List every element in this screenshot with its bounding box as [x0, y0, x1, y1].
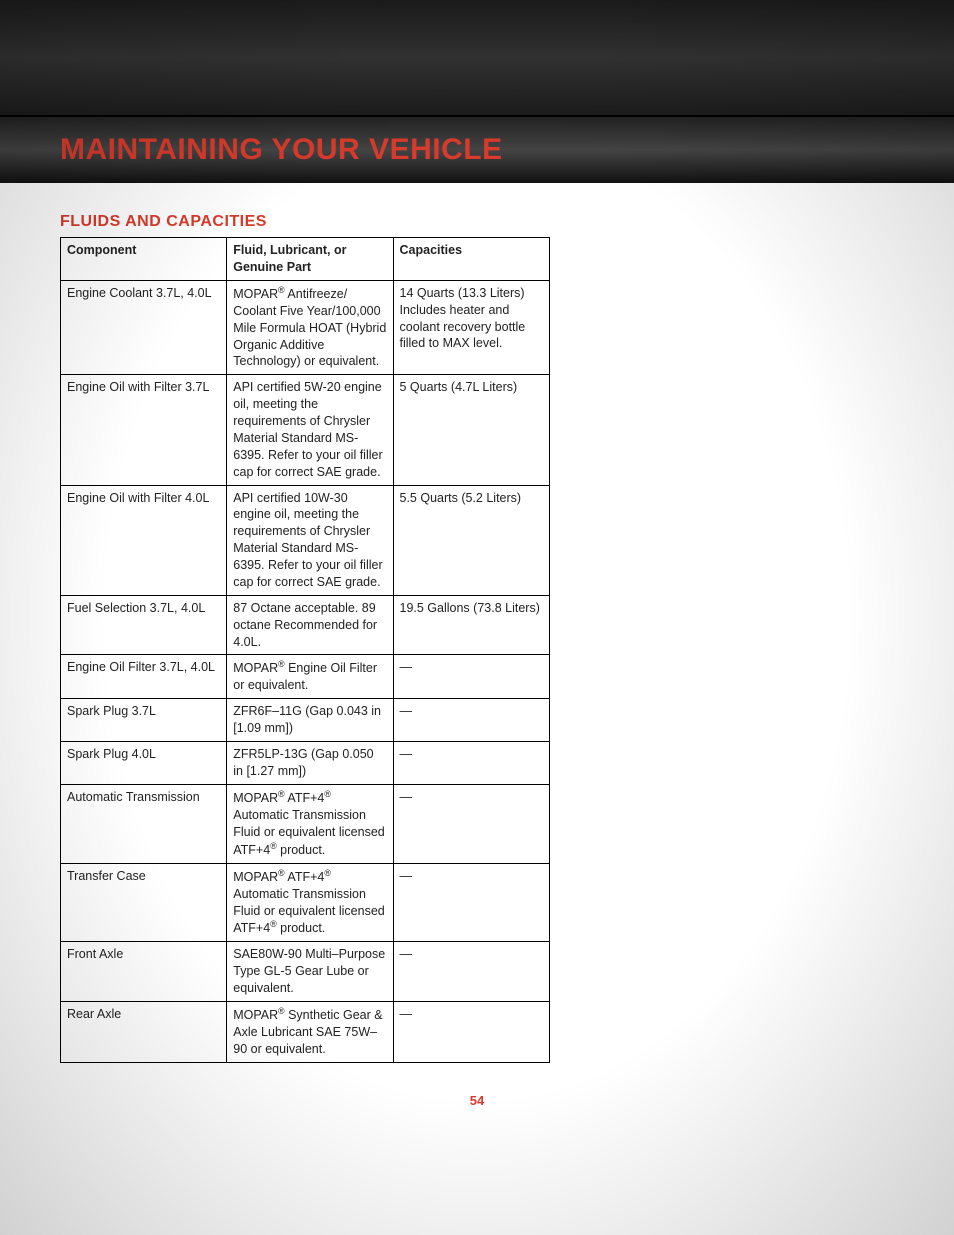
cell-component: Fuel Selection 3.7L, 4.0L — [61, 595, 227, 655]
cell-component: Transfer Case — [61, 863, 227, 942]
cell-capacity: — — [393, 655, 550, 699]
cell-capacity: — — [393, 942, 550, 1002]
table-header-row: Component Fluid, Lubricant, or Genuine P… — [61, 238, 550, 281]
content-area: FLUIDS AND CAPACITIES Component Fluid, L… — [0, 183, 954, 1108]
cell-capacity: 19.5 Gallons (73.8 Liters) — [393, 595, 550, 655]
cell-component: Rear Axle — [61, 1002, 227, 1063]
cell-fluid: MOPAR® Engine Oil Filter or equivalent. — [227, 655, 393, 699]
table-row: Spark Plug 4.0LZFR5LP-13G (Gap 0.050 in … — [61, 742, 550, 785]
cell-fluid: ZFR6F–11G (Gap 0.043 in [1.09 mm]) — [227, 699, 393, 742]
title-band: MAINTAINING YOUR VEHICLE — [0, 117, 954, 183]
table-row: Rear AxleMOPAR® Synthetic Gear & Axle Lu… — [61, 1002, 550, 1063]
cell-capacity: — — [393, 742, 550, 785]
cell-fluid: MOPAR® ATF+4® Automatic Transmission Flu… — [227, 863, 393, 942]
cell-fluid: SAE80W-90 Multi–Purpose Type GL-5 Gear L… — [227, 942, 393, 1002]
table-row: Front AxleSAE80W-90 Multi–Purpose Type G… — [61, 942, 550, 1002]
table-row: Engine Oil with Filter 3.7LAPI certified… — [61, 375, 550, 485]
fluids-capacities-table: Component Fluid, Lubricant, or Genuine P… — [60, 237, 550, 1063]
table-row: Transfer CaseMOPAR® ATF+4® Automatic Tra… — [61, 863, 550, 942]
table-row: Engine Coolant 3.7L, 4.0LMOPAR® Antifree… — [61, 280, 550, 375]
cell-capacity: — — [393, 784, 550, 863]
table-row: Automatic TransmissionMOPAR® ATF+4® Auto… — [61, 784, 550, 863]
col-header-component: Component — [61, 238, 227, 281]
cell-capacity: 14 Quarts (13.3 Liters) Includes heater … — [393, 280, 550, 375]
cell-fluid: MOPAR® Antifreeze/ Coolant Five Year/100… — [227, 280, 393, 375]
cell-capacity: — — [393, 699, 550, 742]
cell-capacity: — — [393, 863, 550, 942]
document-page: MAINTAINING YOUR VEHICLE FLUIDS AND CAPA… — [0, 0, 954, 1235]
cell-fluid: ZFR5LP-13G (Gap 0.050 in [1.27 mm]) — [227, 742, 393, 785]
cell-fluid: 87 Octane acceptable. 89 octane Recommen… — [227, 595, 393, 655]
table-row: Engine Oil Filter 3.7L, 4.0LMOPAR® Engin… — [61, 655, 550, 699]
cell-fluid: API certified 5W-20 engine oil, meeting … — [227, 375, 393, 485]
cell-capacity: 5.5 Quarts (5.2 Liters) — [393, 485, 550, 595]
page-title: MAINTAINING YOUR VEHICLE — [60, 133, 954, 167]
cell-fluid: MOPAR® ATF+4® Automatic Transmission Flu… — [227, 784, 393, 863]
cell-capacity: — — [393, 1002, 550, 1063]
cell-component: Engine Oil with Filter 3.7L — [61, 375, 227, 485]
table-row: Engine Oil with Filter 4.0LAPI certified… — [61, 485, 550, 595]
cell-component: Automatic Transmission — [61, 784, 227, 863]
col-header-capacities: Capacities — [393, 238, 550, 281]
cell-component: Spark Plug 4.0L — [61, 742, 227, 785]
table-row: Fuel Selection 3.7L, 4.0L87 Octane accep… — [61, 595, 550, 655]
table-body: Engine Coolant 3.7L, 4.0LMOPAR® Antifree… — [61, 280, 550, 1062]
cell-fluid: MOPAR® Synthetic Gear & Axle Lubricant S… — [227, 1002, 393, 1063]
section-heading: FLUIDS AND CAPACITIES — [60, 213, 894, 231]
cell-component: Engine Coolant 3.7L, 4.0L — [61, 280, 227, 375]
cell-component: Front Axle — [61, 942, 227, 1002]
cell-component: Engine Oil with Filter 4.0L — [61, 485, 227, 595]
table-row: Spark Plug 3.7LZFR6F–11G (Gap 0.043 in [… — [61, 699, 550, 742]
cell-component: Engine Oil Filter 3.7L, 4.0L — [61, 655, 227, 699]
cell-fluid: API certified 10W-30 engine oil, meeting… — [227, 485, 393, 595]
cell-capacity: 5 Quarts (4.7L Liters) — [393, 375, 550, 485]
col-header-fluid: Fluid, Lubricant, or Genuine Part — [227, 238, 393, 281]
cell-component: Spark Plug 3.7L — [61, 699, 227, 742]
top-decorative-band — [0, 0, 954, 117]
page-number: 54 — [60, 1093, 894, 1108]
